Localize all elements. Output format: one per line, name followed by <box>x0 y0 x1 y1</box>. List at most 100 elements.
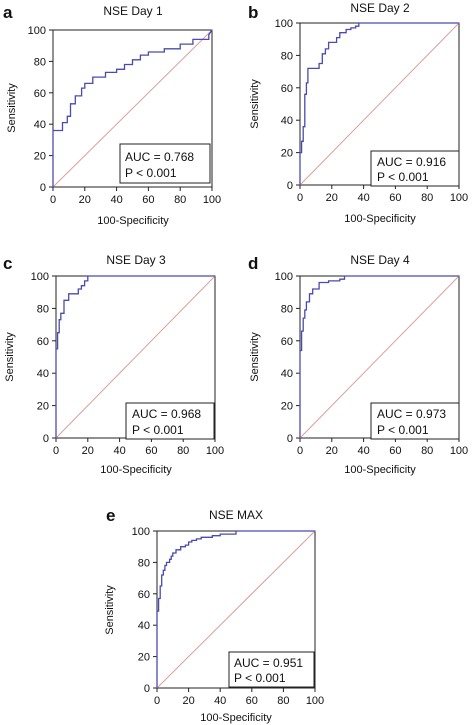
panel-b-x-tick-label: 80 <box>421 192 433 204</box>
panel-a-plot-frame <box>52 29 213 188</box>
panel-c-x-tick-label: 100 <box>206 445 224 457</box>
panel-c-y-tick-label: 40 <box>37 368 49 380</box>
panel-e-y-tick-label: 80 <box>138 557 150 569</box>
panel-d-x-tick-label: 80 <box>421 445 433 457</box>
panel-b-y-tick-label: 100 <box>275 18 293 30</box>
panel-b-xlabel: 100-Specificity <box>344 213 416 225</box>
panel-c-y-tick-label: 100 <box>31 271 49 283</box>
panel-a-y-tick-label: 0 <box>40 182 46 194</box>
panel-b-auc: AUC = 0.916 <box>377 155 446 169</box>
panel-a-y-tick-label: 100 <box>28 25 46 37</box>
panel-c-auc-box <box>125 402 215 440</box>
panel-d-auc-box <box>370 402 460 440</box>
panel-c-auc: AUC = 0.968 <box>132 407 201 421</box>
panel-c-letter: c <box>3 254 12 273</box>
panel-c-x-tick-label: 60 <box>145 445 157 457</box>
panel-d-x-tick-label: 40 <box>357 445 369 457</box>
panel-d-ylabel: Sensitivity <box>249 332 261 382</box>
panel-e-x-tick-label: 60 <box>246 695 258 707</box>
panel-e-letter: e <box>106 506 115 525</box>
panel-c-xlabel: 100-Specificity <box>100 464 172 476</box>
roc-panel-c: c NSE Day 3 0 20 40 60 80 100 0 20 40 60 80 100 Sen… <box>3 253 224 476</box>
panel-b-roc-curve <box>299 22 459 185</box>
panel-c-x-tick-label: 40 <box>113 445 125 457</box>
panel-a-x-tick-label: 40 <box>110 194 122 206</box>
panel-b-x-tick-label: 0 <box>297 192 303 204</box>
panel-b-ylabel: Sensitivity <box>249 79 261 129</box>
panel-d-y-tick-label: 40 <box>281 368 293 380</box>
panel-e-x-tick-label: 80 <box>277 695 289 707</box>
panel-a-title: NSE Day 1 <box>103 4 163 18</box>
panel-b-letter: b <box>248 3 258 22</box>
panel-d-y-tick-label: 20 <box>281 401 293 413</box>
panel-e-y-tick-label: 20 <box>138 652 150 664</box>
panel-c-ylabel: Sensitivity <box>4 332 16 382</box>
panel-a-xlabel: 100-Specificity <box>97 215 169 227</box>
panel-e-y-tick-label: 0 <box>144 683 150 695</box>
panel-c-x-tick-label: 80 <box>177 445 189 457</box>
panel-c-title: NSE Day 3 <box>106 253 166 267</box>
panel-b-title: NSE Day 2 <box>350 1 410 15</box>
panel-d-auc: AUC = 0.973 <box>377 407 446 421</box>
panel-c-p-value: P < 0.001 <box>132 423 184 437</box>
panel-d-reference-line <box>299 275 460 439</box>
panel-e-x-tick-label: 100 <box>306 695 324 707</box>
panel-a-auc: AUC = 0.768 <box>125 150 194 164</box>
panel-a-x-tick-label: 100 <box>203 194 221 206</box>
panel-c-y-tick-label: 0 <box>43 433 49 445</box>
roc-panel-a: a NSE Day 1 0 20 40 60 80 100 0 20 40 60 80 100 Sen… <box>3 3 221 227</box>
panel-b-y-tick-label: 20 <box>281 148 293 160</box>
panel-d-x-tick-label: 20 <box>326 445 338 457</box>
panel-a-x-tick-label: 80 <box>174 194 186 206</box>
roc-panel-b: b NSE Day 2 0 20 40 60 80 100 0 20 40 60 80 100 Sen… <box>248 1 468 225</box>
panel-c-reference-line <box>55 275 216 439</box>
panel-d-y-tick-label: 100 <box>275 271 293 283</box>
panel-e-p-value: P < 0.001 <box>234 671 286 685</box>
panel-d-y-tick-label: 60 <box>281 336 293 348</box>
panel-a-reference-line <box>52 29 213 188</box>
panel-b-y-tick-label: 80 <box>281 50 293 62</box>
panel-d-title: NSE Day 4 <box>350 253 410 267</box>
panel-b-auc-box <box>370 150 460 187</box>
panel-e-roc-curve <box>156 530 315 688</box>
panel-e-y-tick-label: 40 <box>138 620 150 632</box>
panel-a-roc-curve <box>52 29 213 187</box>
panel-c-x-tick-label: 20 <box>82 445 94 457</box>
panel-b-y-tick-label: 40 <box>281 115 293 127</box>
panel-b-reference-line <box>299 22 460 186</box>
panel-d-xlabel: 100-Specificity <box>344 464 416 476</box>
panel-b-x-tick-label: 60 <box>389 192 401 204</box>
panel-d-x-tick-label: 100 <box>450 445 468 457</box>
panel-a-x-tick-label: 20 <box>79 194 91 206</box>
panel-c-y-tick-label: 80 <box>37 303 49 315</box>
panel-e-xlabel: 100-Specificity <box>200 712 272 724</box>
panel-a-y-tick-label: 80 <box>34 56 46 68</box>
panel-a-auc-box <box>119 143 211 184</box>
panel-d-roc-curve <box>299 275 459 438</box>
panel-e-y-tick-label: 60 <box>138 589 150 601</box>
panel-b-x-tick-label: 20 <box>326 192 338 204</box>
panel-d-p-value: P < 0.001 <box>377 423 429 437</box>
panel-a-x-tick-label: 0 <box>50 194 56 206</box>
panel-a-p-value: P < 0.001 <box>125 166 177 180</box>
panel-e-ylabel: Sensitivity <box>104 585 116 635</box>
panel-b-y-tick-label: 60 <box>281 83 293 95</box>
panel-b-y-tick-label: 0 <box>287 180 293 192</box>
panel-b-x-tick-label: 100 <box>450 192 468 204</box>
panel-e-x-tick-label: 0 <box>154 695 160 707</box>
panel-a-letter: a <box>3 3 13 22</box>
panel-e-auc: AUC = 0.951 <box>234 656 303 670</box>
panel-d-y-tick-label: 0 <box>287 433 293 445</box>
panel-e-x-tick-label: 20 <box>182 695 194 707</box>
panel-d-x-tick-label: 0 <box>297 445 303 457</box>
panel-e-reference-line <box>156 530 316 689</box>
panel-a-x-tick-label: 60 <box>142 194 154 206</box>
panel-e-title: NSE MAX <box>209 508 263 522</box>
roc-panel-d: d NSE Day 4 0 20 40 60 80 100 0 20 40 60 80 100 Sen… <box>248 253 468 476</box>
panel-c-x-tick-label: 0 <box>53 445 59 457</box>
panel-e-y-tick-label: 100 <box>132 526 150 538</box>
panel-c-y-tick-label: 60 <box>37 336 49 348</box>
panel-e-x-tick-label: 40 <box>214 695 226 707</box>
panel-a-y-tick-label: 40 <box>34 119 46 131</box>
